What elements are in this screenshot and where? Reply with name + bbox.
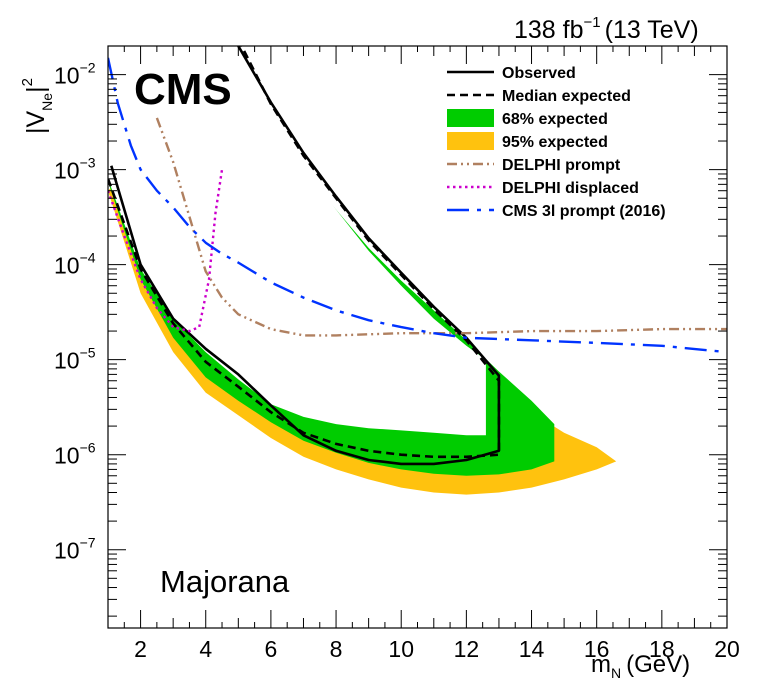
y-tick-label: 10−3 (54, 155, 96, 184)
delphi-displaced-legend-label: DELPHI displaced (502, 180, 639, 197)
axis-ticks (107, 45, 728, 628)
x-tick-label: 6 (264, 636, 277, 662)
delphi-prompt-line (155, 117, 727, 337)
x-tick-label: 12 (454, 636, 480, 662)
68-expected-legend-label: 68% expected (502, 111, 608, 128)
median-expected-line (108, 46, 501, 459)
axis-tick-labels: 2 4 6 8 10 12 14 16 18 20 10−7 10−6 10−5 10−4 10−3 10−2 (54, 60, 740, 662)
scenario-label: Majorana (160, 564, 290, 599)
95-expected-legend-swatch (447, 132, 494, 150)
median-expected-legend-label: Median expected (502, 88, 631, 105)
y-tick-label: 10−6 (54, 440, 96, 469)
y-tick-label: 10−4 (54, 250, 96, 279)
delphi-prompt-legend-label: DELPHI prompt (502, 157, 621, 174)
experiment-label: CMS (134, 65, 232, 114)
lines-layer (108, 46, 727, 466)
x-tick-label: 18 (649, 636, 675, 662)
x-tick-label: 20 (714, 636, 740, 662)
95-expected-legend-label: 95% expected (502, 134, 608, 151)
x-tick-label: 16 (584, 636, 610, 662)
x-tick-label: 10 (388, 636, 414, 662)
y-axis-label: |VNe|2 (19, 78, 55, 134)
68-expected-band-inner (108, 46, 486, 436)
y-tick-label: 10−5 (54, 345, 96, 374)
y-tick-label: 10−2 (54, 60, 96, 89)
legend: Observed Median expected 68% expected 95% e… (447, 65, 666, 220)
68-expected-legend-swatch (447, 109, 494, 127)
observed-legend-label: Observed (502, 65, 576, 82)
luminosity-label: 138 fb−1 (13 TeV) (514, 14, 699, 44)
x-axis-label: mN (GeV) (591, 651, 690, 681)
y-tick-label: 10−7 (54, 535, 96, 564)
x-tick-label: 4 (199, 636, 212, 662)
x-tick-label: 2 (134, 636, 147, 662)
bands-layer (108, 46, 617, 495)
x-tick-label: 8 (330, 636, 343, 662)
cms-3l-prompt-2016-legend-label: CMS 3l prompt (2016) (502, 203, 666, 220)
x-tick-label: 14 (519, 636, 545, 662)
